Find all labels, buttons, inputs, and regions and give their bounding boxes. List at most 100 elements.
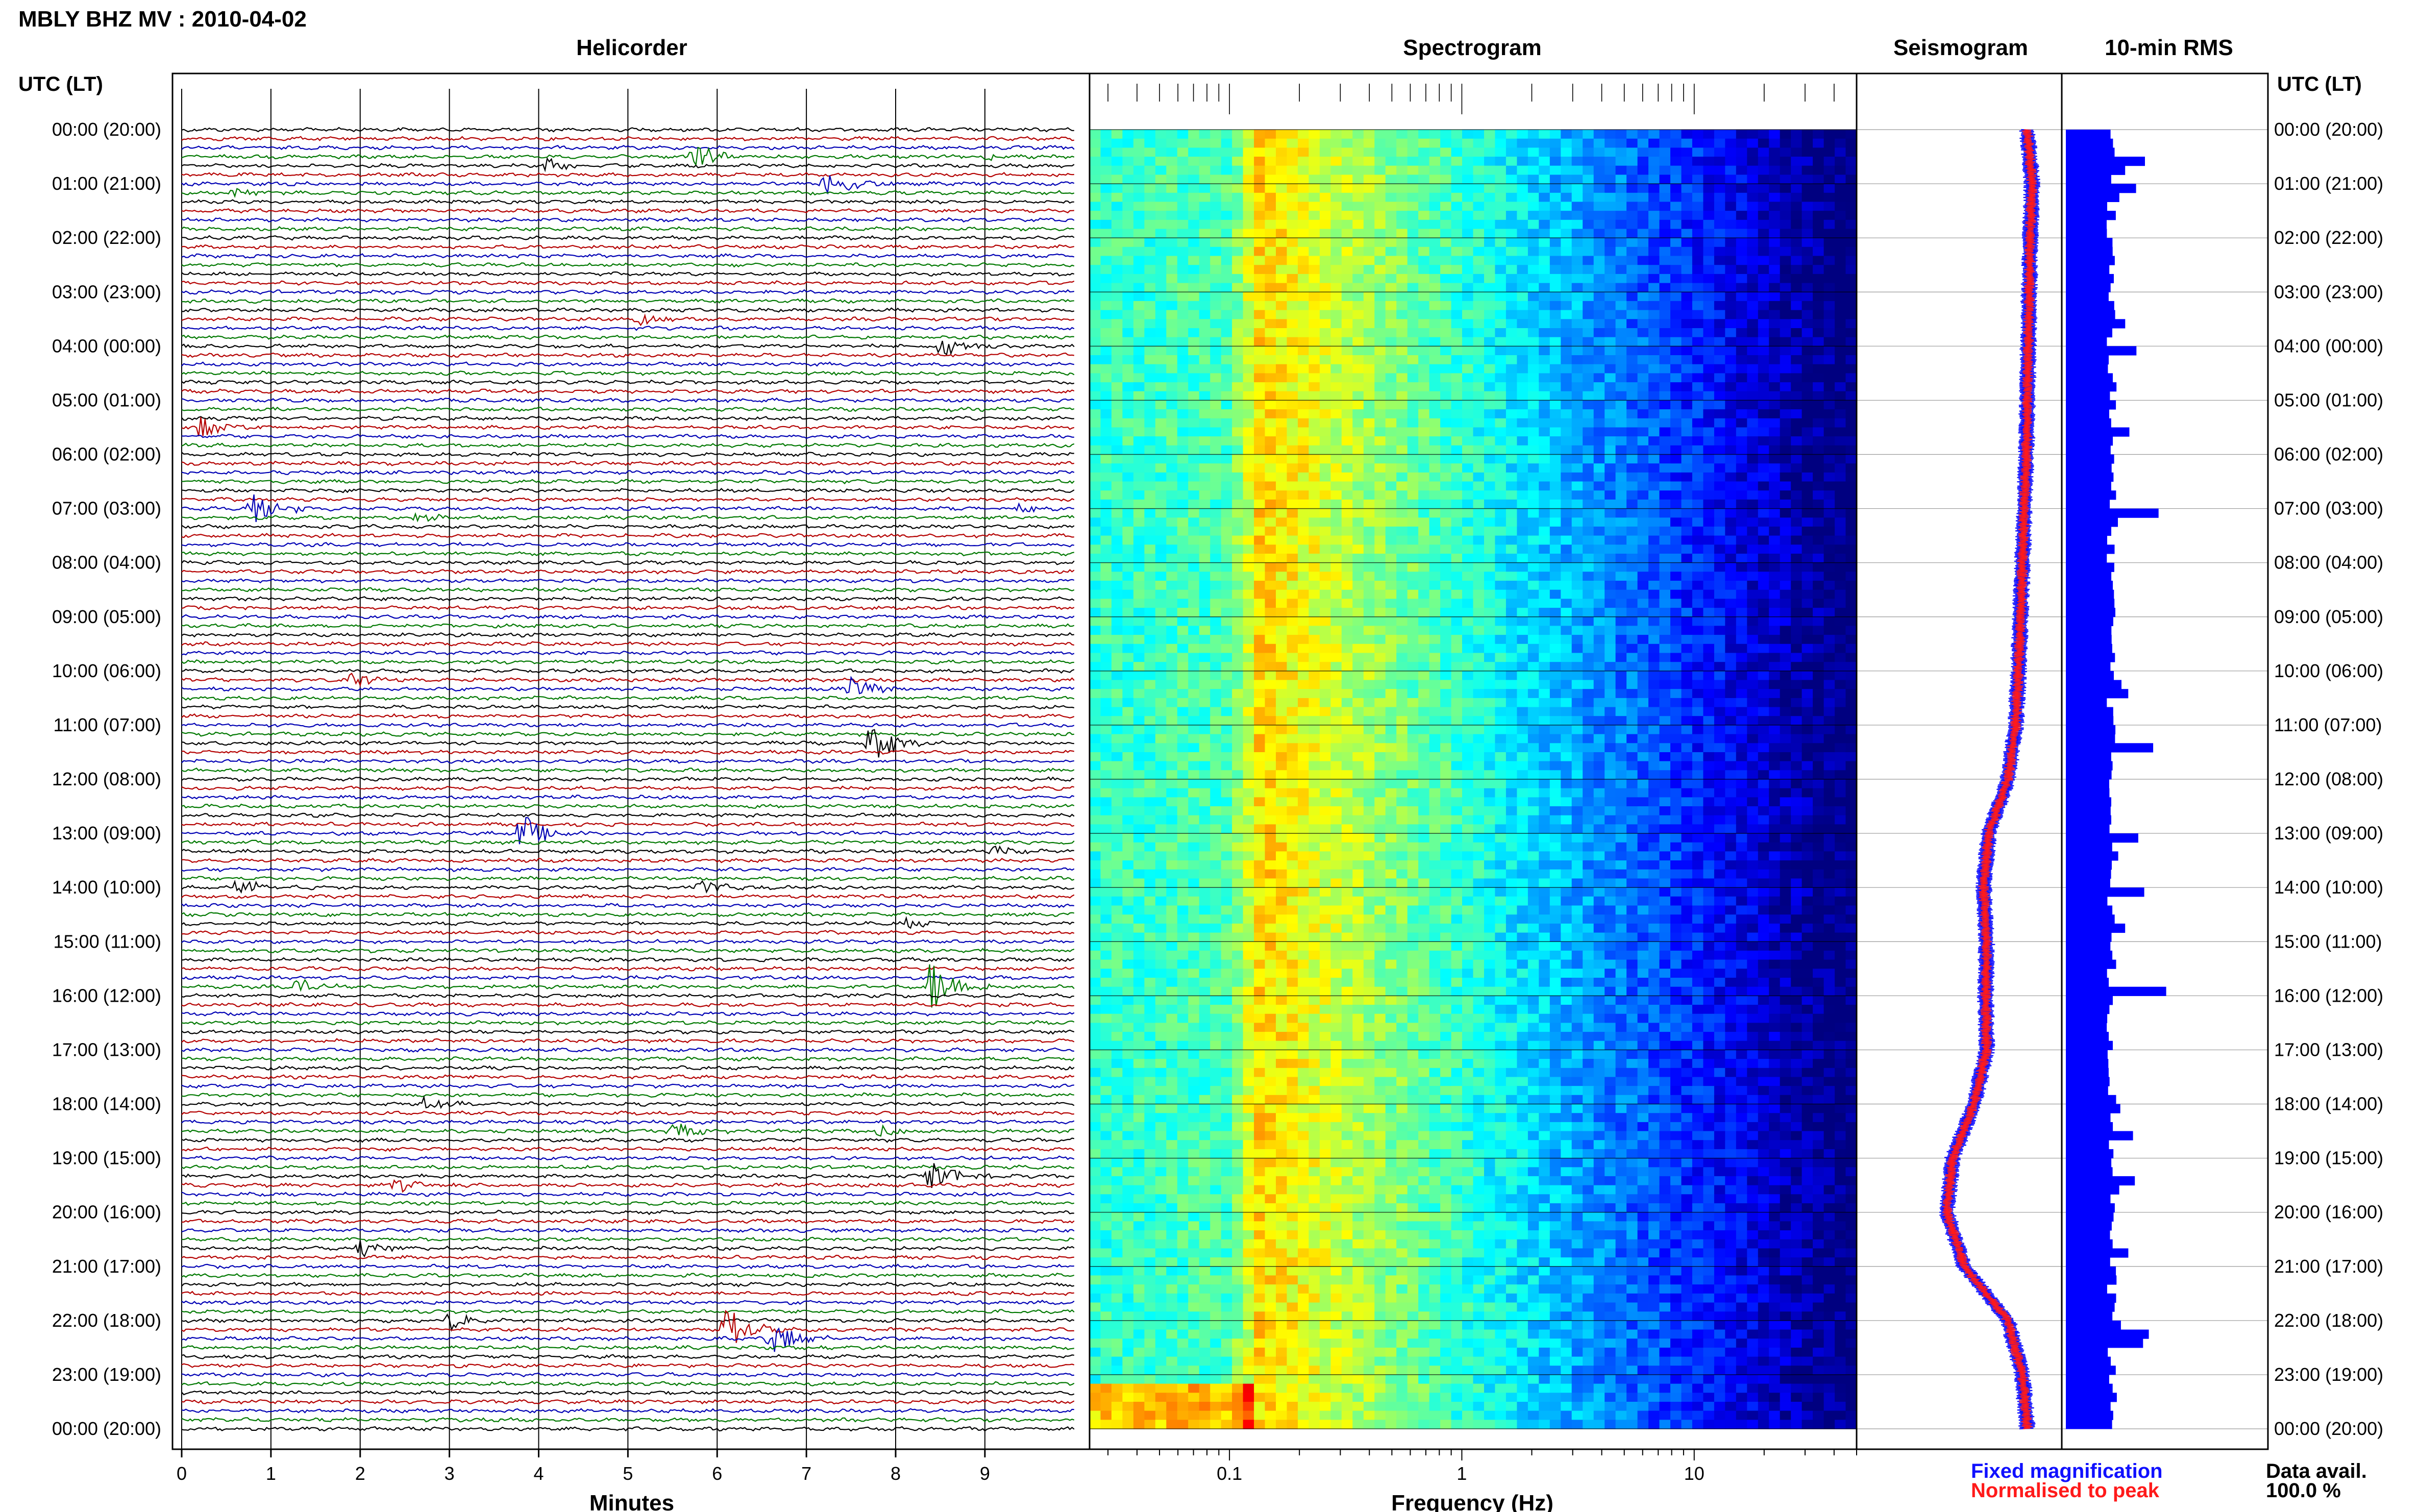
spectrogram-cell <box>1615 147 1627 157</box>
spectrogram-cell <box>1341 391 1353 401</box>
spectrogram-cell <box>1451 301 1463 311</box>
spectrogram-cell <box>1626 671 1638 681</box>
spectrogram-cell <box>1747 400 1759 410</box>
spectrogram-cell <box>1363 175 1375 184</box>
spectrogram-cell <box>1495 328 1507 338</box>
spectrogram-cell <box>1407 526 1419 536</box>
spectrogram-cell <box>1363 544 1375 554</box>
spectrogram-cell <box>1243 418 1254 428</box>
spectrogram-cell <box>1527 202 1539 211</box>
helicorder-trace <box>181 894 1075 900</box>
spectrogram-cell <box>1177 608 1189 617</box>
spectrogram-cell <box>1396 391 1408 401</box>
spectrogram-cell <box>1254 400 1266 410</box>
spectrogram-cell <box>1462 572 1474 581</box>
spectrogram-cell <box>1583 436 1594 446</box>
spectrogram-cell <box>1309 229 1320 238</box>
spectrogram-cell <box>1199 526 1211 536</box>
spectrogram-cell <box>1133 310 1145 319</box>
spectrogram-cell <box>1265 346 1276 356</box>
spectrogram-cell <box>1276 373 1288 383</box>
spectrogram-cell <box>1111 481 1123 491</box>
helicorder-trace <box>181 217 1075 223</box>
spectrogram-cell <box>1615 238 1627 247</box>
spectrogram-cell <box>1648 256 1660 265</box>
spectrogram-cell <box>1626 499 1638 509</box>
spectrogram-cell <box>1780 202 1791 211</box>
spectrogram-cell <box>1845 698 1857 708</box>
spectrogram-cell <box>1232 409 1244 419</box>
spectrogram-cell <box>1374 175 1386 184</box>
spectrogram-cell <box>1265 274 1276 284</box>
spectrogram-cell <box>1407 157 1419 166</box>
spectrogram-cell <box>1561 734 1572 743</box>
spectrogram-cell <box>1823 680 1835 689</box>
spectrogram-cell <box>1736 346 1747 356</box>
spectrogram-cell <box>1747 346 1759 356</box>
spectrogram-cell <box>1298 508 1310 518</box>
spectrogram-cell <box>1330 400 1342 410</box>
spectrogram-cell <box>1835 138 1846 148</box>
spectrogram-cell <box>1692 175 1704 184</box>
spectrogram-cell <box>1747 734 1759 743</box>
spectrogram-cell <box>1210 256 1222 265</box>
spectrogram-cell <box>1615 436 1627 446</box>
spectrogram-cell <box>1221 130 1232 139</box>
spectrogram-cell <box>1583 211 1594 220</box>
spectrogram-cell <box>1298 544 1310 554</box>
spectrogram-cell <box>1374 337 1386 346</box>
spectrogram-cell <box>1155 328 1167 338</box>
spectrogram-cell <box>1517 246 1528 257</box>
spectrogram-cell <box>1462 734 1474 743</box>
spectrogram-cell <box>1615 572 1627 581</box>
spectrogram-cell <box>1845 445 1857 455</box>
spectrogram-cell <box>1791 184 1803 193</box>
spectrogram-cell <box>1396 734 1408 743</box>
spectrogram-cell <box>1505 508 1517 518</box>
spectrogram-cell <box>1714 165 1725 175</box>
spectrogram-cell <box>1605 292 1616 302</box>
spectrogram-cell <box>1418 653 1430 662</box>
spectrogram-cell <box>1517 535 1528 545</box>
spectrogram-cell <box>1111 292 1123 302</box>
spectrogram-cell <box>1593 562 1605 572</box>
spectrogram-cell <box>1505 689 1517 699</box>
spectrogram-cell <box>1090 238 1101 247</box>
spectrogram-cell <box>1451 490 1463 500</box>
spectrogram-cell <box>1703 265 1715 275</box>
spectrogram-cell <box>1473 526 1485 536</box>
spectrogram-cell <box>1144 175 1156 184</box>
spectrogram-cell <box>1188 346 1200 356</box>
spectrogram-cell <box>1100 138 1112 148</box>
spectrogram-cell <box>1429 409 1441 419</box>
spectrogram-cell <box>1352 508 1364 518</box>
spectrogram-cell <box>1210 698 1222 708</box>
spectrogram-cell <box>1835 544 1846 554</box>
spectrogram-cell <box>1484 554 1496 563</box>
spectrogram-cell <box>1287 463 1298 473</box>
spectrogram-cell <box>1407 400 1419 410</box>
spectrogram-cell <box>1352 490 1364 500</box>
helicorder-trace <box>181 975 1074 981</box>
spectrogram-cell <box>1692 436 1704 446</box>
spectrogram-cell <box>1583 707 1594 716</box>
spectrogram-cell <box>1330 616 1342 627</box>
spectrogram-cell <box>1593 626 1605 635</box>
spectrogram-cell <box>1287 490 1298 500</box>
spectrogram-cell <box>1681 246 1693 257</box>
spectrogram-cell <box>1583 130 1594 139</box>
spectrogram-cell <box>1736 130 1747 139</box>
spectrogram-cell <box>1484 635 1496 645</box>
spectrogram-cell <box>1813 184 1824 193</box>
spectrogram-cell <box>1692 138 1704 148</box>
spectrogram-cell <box>1243 175 1254 184</box>
spectrogram-cell <box>1736 653 1747 662</box>
spectrogram-cell <box>1265 192 1276 203</box>
spectrogram-cell <box>1473 301 1485 311</box>
spectrogram-cell <box>1801 175 1813 184</box>
spectrogram-cell <box>1703 184 1715 193</box>
spectrogram-cell <box>1780 581 1791 590</box>
spectrogram-cell <box>1462 508 1474 518</box>
spectrogram-cell <box>1648 481 1660 491</box>
spectrogram-cell <box>1758 337 1769 346</box>
